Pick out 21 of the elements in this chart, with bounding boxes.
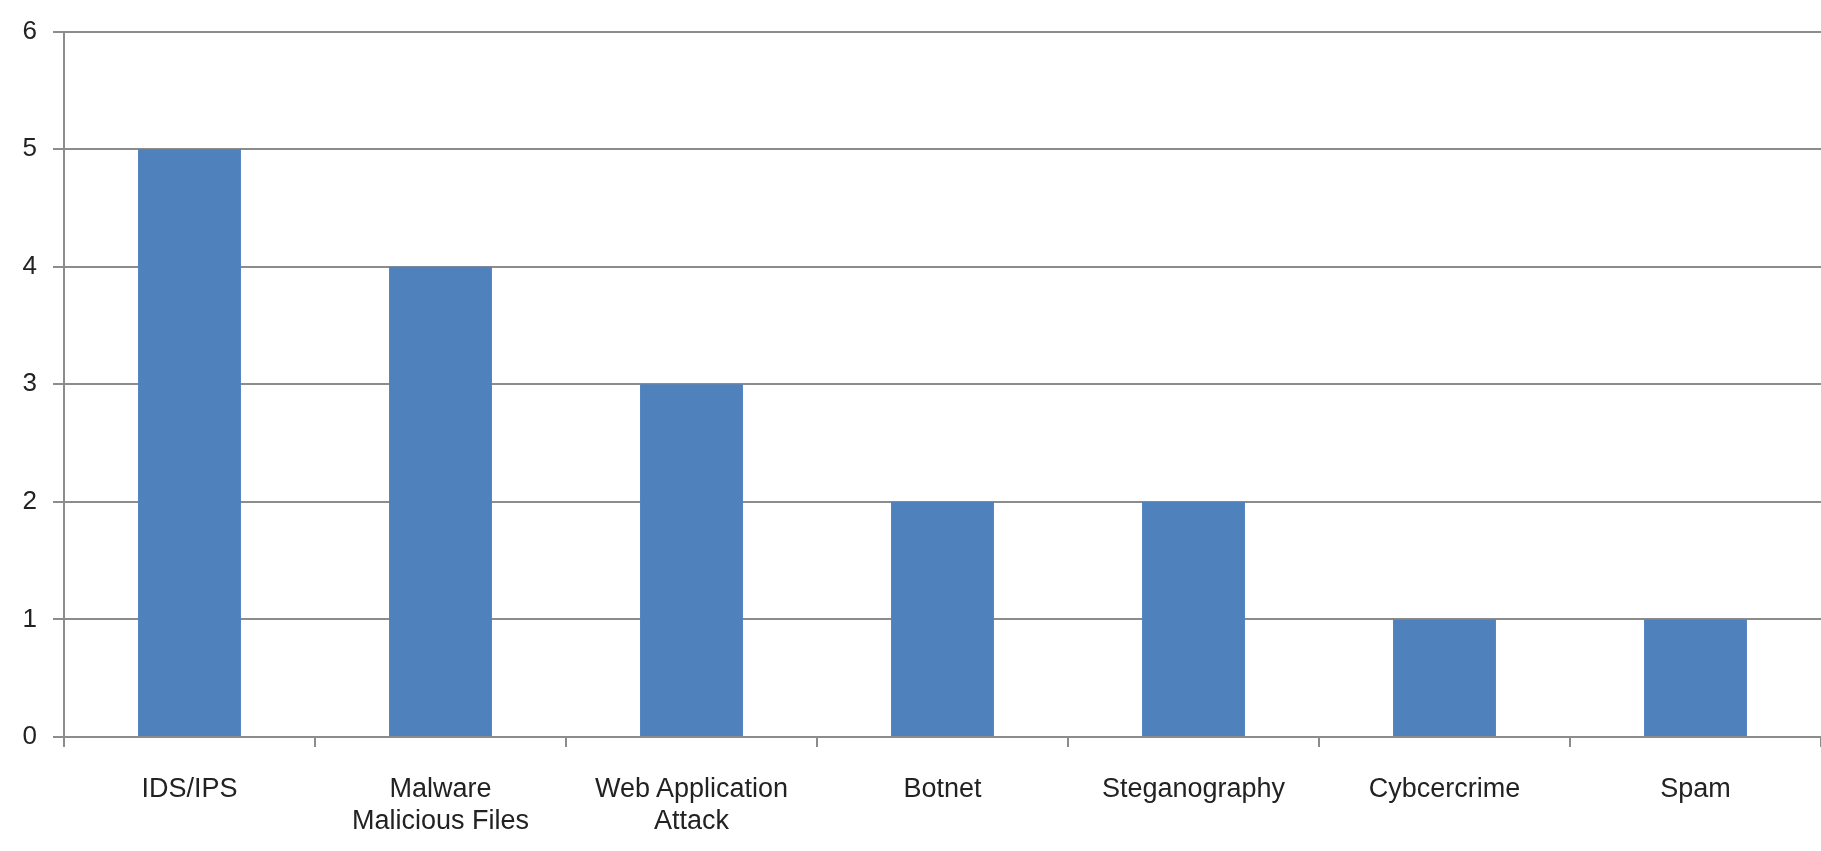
x-tick-label: Web Application Attack <box>594 772 789 836</box>
bar <box>1142 501 1245 736</box>
bar <box>891 501 994 736</box>
bar <box>138 149 241 736</box>
x-tick-label: Malware Malicious Files <box>351 772 530 836</box>
x-tick-label: Steganography <box>1101 772 1286 803</box>
x-tick-label: Botnet <box>903 772 983 803</box>
y-tick-label: 5 <box>22 132 37 163</box>
y-tick-label: 6 <box>22 14 37 45</box>
y-tick-label: 0 <box>22 720 37 751</box>
x-tick-label: Cybcercrime <box>1368 772 1521 803</box>
bar <box>1644 619 1747 736</box>
y-tick-label: 2 <box>22 485 37 516</box>
x-tick-label: IDS/IPS <box>141 772 238 803</box>
bar <box>389 266 492 736</box>
y-tick-label: 4 <box>22 249 37 280</box>
x-tick-label: Spam <box>1660 772 1731 803</box>
y-tick-label: 1 <box>22 602 37 633</box>
y-tick-label: 3 <box>22 367 37 398</box>
bar <box>640 384 743 736</box>
bar <box>1393 619 1496 736</box>
